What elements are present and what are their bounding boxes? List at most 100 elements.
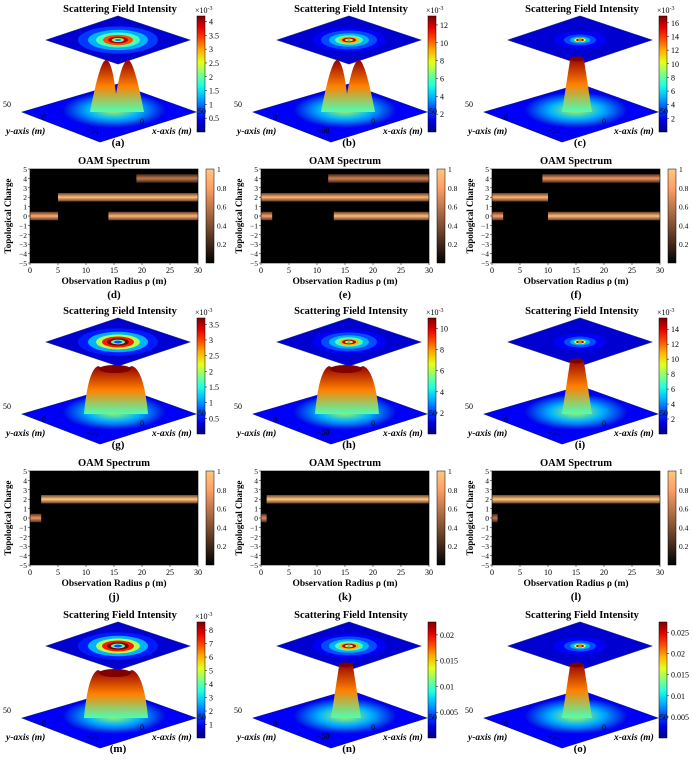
y-tick-label: 1 — [23, 505, 27, 514]
x-tick-label: 0 — [602, 419, 606, 428]
colorbar-tick-label: 7 — [209, 640, 213, 649]
y-tick-label: 1 — [254, 505, 258, 514]
colorbar-tick-label: 0.4 — [448, 221, 458, 230]
colorbar-tick-label: 14 — [671, 325, 679, 334]
y-tick-label: 50 — [3, 402, 11, 411]
colorbar-tick-label: 1 — [209, 100, 213, 109]
x-tick-label: 20 — [369, 266, 377, 275]
surface-peak — [84, 365, 148, 414]
colorbar-tick-label: 2 — [209, 367, 213, 376]
colorbar-tick-label: 1 — [448, 165, 452, 174]
colorbar — [667, 470, 677, 566]
colorbar-tick-label: 6 — [671, 385, 675, 394]
y-tick-label: −2 — [19, 231, 27, 240]
y-tick-label: −5 — [19, 561, 27, 570]
colorbar-tick-label: 4 — [671, 101, 675, 110]
panel-label: (f) — [571, 289, 582, 301]
surface-peak — [562, 56, 592, 112]
y-tick-label: 0 — [42, 415, 46, 424]
y-tick-label: −3 — [250, 542, 258, 551]
panel-label: (k) — [338, 591, 352, 603]
spectrum-band — [548, 211, 660, 221]
x-tick-label: 10 — [544, 568, 552, 577]
intensity-ring — [578, 341, 582, 343]
y-tick-label: 0 — [23, 514, 27, 523]
y-tick-label: −4 — [19, 250, 27, 259]
x-axis-label: x-axis (m) — [382, 428, 423, 439]
panel-title: OAM Spectrum — [78, 458, 150, 469]
heatmap-background — [492, 471, 660, 565]
spectrum-band — [328, 174, 429, 183]
panel-a: Scattering Field Intensity ×10-3 4 3.5 3 2.5 2… — [3, 4, 219, 149]
colorbar-tick-label: 0.4 — [448, 523, 458, 532]
colorbar-tick-label: 1 — [679, 467, 683, 476]
panel-label: (n) — [342, 743, 356, 755]
y-tick-label: 1 — [485, 505, 489, 514]
y-axis-label: y-axis (m) — [236, 428, 276, 439]
spectrum-band — [41, 494, 199, 504]
colorbar-tick-label: 6 — [440, 74, 444, 83]
y-tick-label: 50 — [234, 706, 242, 715]
panel-label: (m) — [110, 743, 127, 755]
panel-title: OAM Spectrum — [309, 156, 381, 167]
x-axis-label: x-axis (m) — [151, 732, 192, 743]
x-tick-label: 15 — [572, 568, 580, 577]
colorbar — [427, 317, 437, 435]
y-tick-label: 0 — [504, 113, 508, 122]
y-tick-label: 4 — [254, 476, 258, 485]
colorbar — [205, 470, 215, 566]
y-tick-label: 5 — [254, 467, 258, 476]
y-tick-label: 0 — [485, 514, 489, 523]
colorbar-tick-label: 0.02 — [671, 650, 685, 659]
y-tick-label: 0 — [504, 719, 508, 728]
x-tick-label: 25 — [397, 266, 405, 275]
colorbar-tick-label: 1 — [679, 165, 683, 174]
y-tick-label: −4 — [250, 250, 258, 259]
colorbar-tick-label: 2.5 — [209, 352, 219, 361]
colorbar-tick-label: 10 — [440, 325, 448, 334]
panel-title: Scattering Field Intensity — [525, 610, 639, 621]
y-axis-label: y-axis (m) — [5, 732, 45, 743]
colorbar-tick-label: 0.2 — [217, 240, 227, 249]
panel-i: Scattering Field Intensity ×10-3 14 12 10 8 6 4… — [465, 306, 679, 451]
colorbar-tick-label: 0.6 — [448, 505, 458, 514]
x-axis-label: x-axis (m) — [613, 732, 654, 743]
surface-peak — [90, 60, 144, 112]
intensity-ring — [114, 340, 122, 344]
colorbar-exponent: ×10-3 — [195, 308, 213, 317]
y-axis-label: y-axis (m) — [5, 428, 45, 439]
panel-label: (g) — [112, 439, 125, 451]
x-tick-label: 30 — [425, 568, 433, 577]
colorbar-tick-label: 1 — [209, 399, 213, 408]
y-tick-label: −50 — [548, 732, 561, 741]
colorbar-tick-label: 0.5 — [209, 414, 219, 423]
x-tick-label: 0 — [602, 723, 606, 732]
y-tick-label: −50 — [86, 428, 99, 437]
x-tick-label: 20 — [369, 568, 377, 577]
y-tick-label: 4 — [23, 174, 27, 183]
x-tick-label: 5 — [287, 568, 291, 577]
spectrum-band — [30, 211, 58, 221]
y-tick-label: 50 — [234, 100, 242, 109]
x-tick-label: 50 — [198, 107, 206, 116]
x-tick-label: 0 — [371, 723, 375, 732]
x-tick-label: 10 — [82, 266, 90, 275]
y-tick-label: −3 — [481, 542, 489, 551]
colorbar — [205, 168, 215, 264]
panel-label: (e) — [339, 289, 352, 301]
colorbar-tick-label: 12 — [671, 46, 679, 55]
x-tick-label: 5 — [518, 266, 522, 275]
panel-label: (h) — [342, 439, 356, 451]
x-tick-label: 20 — [600, 266, 608, 275]
y-axis-label: Topological Charge — [3, 481, 13, 556]
colorbar-tick-label: 0.5 — [209, 114, 219, 123]
colorbar — [427, 621, 437, 739]
x-tick-label: 5 — [287, 266, 291, 275]
colorbar-tick-label: 0.2 — [217, 542, 227, 551]
x-tick-label: 30 — [425, 266, 433, 275]
x-tick-label: 30 — [656, 266, 664, 275]
x-axis-label: x-axis (m) — [151, 126, 192, 137]
